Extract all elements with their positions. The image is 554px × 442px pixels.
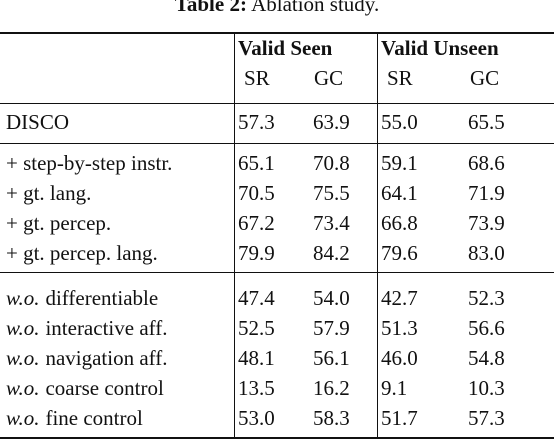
cell: 52.5 [238,316,275,340]
cell: 55.0 [381,110,418,134]
column-rule [377,144,378,272]
group-header: Valid Seen [238,36,333,60]
top-rule [0,32,554,34]
caption-text: Ablation study. [251,0,380,16]
column-header: SR [387,66,413,90]
cell: 47.4 [238,286,275,310]
cell: 68.6 [468,151,505,175]
row-label-prefix: w.o. [6,406,40,430]
cell: 58.3 [313,406,350,430]
cell: 65.5 [468,110,505,134]
cell: 75.5 [313,181,350,205]
column-rule [234,273,235,437]
column-header: GC [314,66,344,90]
row-label-text: + gt. lang. [6,181,92,205]
cell: 56.6 [468,316,505,340]
column-rule [234,104,235,143]
rule [0,143,554,144]
caption: Table 2: Ablation study. [0,0,554,16]
cell: 84.2 [313,241,350,265]
column-rule [377,34,378,103]
cell: 66.8 [381,211,418,235]
cell: 79.9 [238,241,275,265]
cell: 70.5 [238,181,275,205]
cell: 52.3 [468,286,505,310]
row-label-prefix: w.o. [6,346,40,370]
cell: 70.8 [313,151,350,175]
row-label-text: fine control [45,406,143,430]
cell: 51.3 [381,316,418,340]
cell: 13.5 [238,376,275,400]
column-header: SR [244,66,270,90]
cell: 48.1 [238,346,275,370]
row-label-prefix: w.o. [6,316,40,340]
cell: 9.1 [381,376,408,400]
cell: 10.3 [468,376,505,400]
cell: 71.9 [468,181,505,205]
cell: 57.3 [468,406,505,430]
column-rule [234,144,235,272]
row-label: + step-by-step instr. [6,151,172,175]
row-label-text: + gt. percep. [6,211,112,235]
row-label: DISCO [6,110,69,134]
cell: 51.7 [381,406,418,430]
cell: 53.0 [238,406,275,430]
group-header: Valid Unseen [381,36,499,60]
cell: 57.3 [238,110,275,134]
cell: 73.4 [313,211,350,235]
column-rule [377,273,378,437]
cell: 42.7 [381,286,418,310]
cell: 63.9 [313,110,350,134]
column-rule [377,104,378,143]
cell: 54.8 [468,346,505,370]
rule [0,103,554,104]
row-label: + gt. percep. lang. [6,241,158,265]
cell: 65.1 [238,151,275,175]
cell: 46.0 [381,346,418,370]
row-label: + gt. lang. [6,181,91,205]
cell: 73.9 [468,211,505,235]
row-label-text: + step-by-step instr. [6,151,173,175]
row-label-prefix: w.o. [6,376,40,400]
cell: 64.1 [381,181,418,205]
cell: 56.1 [313,346,350,370]
cell: 67.2 [238,211,275,235]
cell: 79.6 [381,241,418,265]
row-label: w.o. fine control [6,406,143,430]
bottom-rule [0,437,554,439]
row-label-text: + gt. percep. lang. [6,241,158,265]
column-rule [234,34,235,103]
row-label: w.o. coarse control [6,376,164,400]
row-label-text: differentiable [45,286,159,310]
row-label: w.o. navigation aff. [6,346,168,370]
row-label: w.o. interactive aff. [6,316,168,340]
row-label-text: interactive aff. [45,316,168,340]
cell: 16.2 [313,376,350,400]
row-label: + gt. percep. [6,211,111,235]
caption-label: Table 2: [174,0,247,16]
column-header: GC [470,66,500,90]
cell: 57.9 [313,316,350,340]
row-label-text: coarse control [45,376,164,400]
cell: 54.0 [313,286,350,310]
rule [0,272,554,273]
row-label-text: navigation aff. [45,346,168,370]
cell: 59.1 [381,151,418,175]
row-label-prefix: w.o. [6,286,40,310]
row-label: w.o. differentiable [6,286,158,310]
row-label-text: DISCO [6,110,70,134]
cell: 83.0 [468,241,505,265]
